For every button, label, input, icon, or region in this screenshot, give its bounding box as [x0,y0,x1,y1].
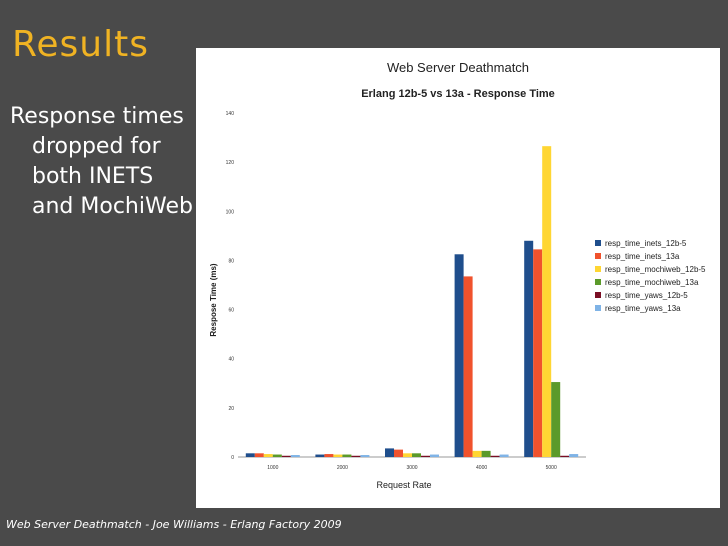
legend: resp_time_inets_12b-5 resp_time_inets_13a… [595,239,706,313]
bullet-line: and MochiWeb [32,194,193,219]
y-tick-label: 80 [228,258,234,264]
bar [324,454,334,457]
y-axis-ticks: 0 20 40 60 80 100 120 140 [226,111,235,461]
y-axis-label: Respose Time (ms) [209,263,218,337]
bar [403,453,412,457]
bar-chart: Web Server Deathmatch Erlang 12b-5 vs 13… [209,60,706,490]
bar [569,454,579,457]
legend-swatch [595,279,601,285]
bar [263,454,273,457]
bars-group [245,146,579,457]
x-axis-label: Request Rate [376,480,431,490]
x-axis-ticks: 1000 2000 3000 4000 5000 [267,465,557,471]
bar [360,455,370,457]
bar [290,455,300,457]
chart-panel: Web Server Deathmatch Erlang 12b-5 vs 13… [196,48,720,508]
bar [315,454,325,457]
bar [533,249,543,457]
x-tick-label: 5000 [546,465,557,471]
footer-text: Web Server Deathmatch - Joe Williams - E… [6,518,342,531]
bar [551,382,561,457]
chart-subtitle: Erlang 12b-5 vs 13a - Response Time [361,88,555,100]
legend-swatch [595,253,601,259]
bar [421,455,430,457]
bullet-line: both INETS [32,164,154,189]
bar [272,454,282,457]
bar [333,454,343,457]
x-tick-label: 3000 [406,465,417,471]
bullet-text: Response times dropped for both INETS an… [10,102,210,222]
legend-label: resp_time_inets_12b-5 [605,239,687,248]
bar [481,450,491,457]
legend-label: resp_time_mochiweb_12b-5 [605,265,706,274]
bar [499,454,509,457]
bar [490,455,500,457]
bullet-line: Response times [10,104,184,129]
bar [254,453,264,457]
bar [394,449,403,457]
y-tick-label: 60 [228,308,234,314]
y-tick-label: 140 [226,111,235,117]
y-tick-label: 20 [228,406,234,412]
bar [542,146,552,457]
bar [245,453,255,457]
bar [454,254,464,457]
bar [342,454,352,457]
bar [430,454,439,457]
bar [412,453,421,457]
legend-label: resp_time_inets_13a [605,252,680,261]
legend-swatch [595,305,601,311]
y-tick-label: 40 [228,357,234,363]
y-tick-label: 0 [231,455,234,461]
bullet-line: dropped for [32,134,161,159]
bar [560,455,570,457]
bar [385,448,394,457]
x-tick-label: 2000 [337,465,348,471]
x-tick-label: 1000 [267,465,278,471]
bar [472,450,482,457]
y-tick-label: 100 [226,209,235,215]
legend-swatch [595,266,601,272]
bar [463,276,473,457]
legend-label: resp_time_mochiweb_13a [605,278,699,287]
legend-swatch [595,292,601,298]
legend-label: resp_time_yaws_13a [605,304,681,313]
slide-title: Results [12,24,149,65]
x-tick-label: 4000 [476,465,487,471]
legend-swatch [595,240,601,246]
bar [281,455,291,457]
chart-title: Web Server Deathmatch [387,60,529,75]
y-tick-label: 120 [226,160,235,166]
bar [524,240,534,457]
bar [351,455,361,457]
legend-label: resp_time_yaws_12b-5 [605,291,688,300]
